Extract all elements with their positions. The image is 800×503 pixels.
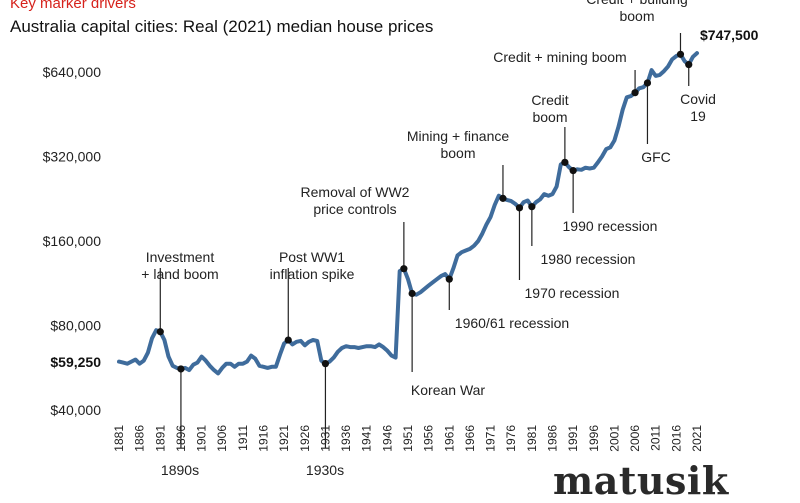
x-tick-label: 1971 [484, 425, 498, 452]
x-tick-label: 1921 [277, 425, 291, 452]
x-tick-label: 1966 [463, 425, 477, 452]
marker-point [400, 265, 408, 273]
x-tick-label: 1951 [401, 425, 415, 452]
marker-point [499, 194, 507, 202]
marker-point [569, 167, 577, 175]
x-tick-label: 1911 [236, 425, 250, 451]
annotation-label: 1890s [161, 462, 199, 478]
annotation-label: 1980 recession [541, 251, 636, 267]
annotation-label: 1970 recession [525, 285, 620, 301]
chart-title: Australia capital cities: Real (2021) me… [10, 17, 434, 36]
marker-point [177, 365, 185, 373]
x-tick-label: 1961 [442, 425, 456, 452]
marker-point [515, 204, 524, 212]
chart-subtitle: Key marker drivers [10, 0, 136, 12]
marker-point [528, 203, 536, 211]
marker-point [321, 360, 330, 368]
annotation-label: Investment + land boom [141, 249, 218, 282]
x-tick-label: 1981 [525, 425, 539, 452]
x-tick-label: 1991 [566, 425, 580, 452]
marker-point [445, 275, 453, 283]
x-tick-label: 1936 [339, 425, 353, 452]
marker-point [631, 89, 639, 97]
y-tick-label: $640,000 [43, 64, 102, 80]
end-value-label: $747,500 [700, 27, 759, 43]
annotation-label: Removal of WW2 price controls [301, 184, 410, 217]
y-tick-label: $160,000 [43, 233, 102, 249]
price-line [117, 51, 699, 376]
annotation-label: 1930s [306, 462, 344, 478]
marker-point [156, 328, 164, 336]
x-tick-label: 1881 [112, 425, 126, 452]
x-tick-label: 1976 [504, 425, 518, 452]
marker-point [408, 289, 416, 298]
markers [156, 50, 693, 373]
series [117, 51, 699, 376]
x-tick-label: 1901 [195, 425, 209, 452]
x-tick-label: 1941 [360, 425, 374, 452]
marker-point [643, 79, 652, 87]
x-tick-label: 1916 [257, 425, 271, 452]
brand-logo: matusik [553, 458, 729, 503]
marker-point [676, 50, 685, 58]
annotation-label: 1960/61 recession [455, 315, 569, 331]
annotation-label: Post WW1 inflation spike [270, 249, 355, 282]
x-tick-label: 1956 [422, 425, 436, 452]
y-tick-label: $320,000 [43, 149, 102, 165]
marker-point [561, 158, 569, 166]
annotation-label: Credit + buildingboom [586, 0, 688, 24]
annotation-label: Mining + finance boom [407, 128, 510, 161]
x-tick-label: 1926 [298, 425, 312, 452]
annotation-label: Credit boom [531, 92, 568, 125]
annotation-label: Covid 19 [680, 91, 716, 124]
y-axis: $40,000 $80,000 $160,000 $320,000 $640,000 [43, 64, 102, 418]
annotations: Investment + land boom 1890s Post WW1 inflat… [141, 0, 716, 478]
x-axis: 1881 1886 1891 1896 1901 1906 1911 1916 1921 1926… [112, 425, 704, 452]
annotation-label: Korean War [411, 382, 486, 398]
x-tick-label: 2016 [669, 425, 683, 452]
x-tick-label: 2001 [607, 425, 621, 452]
x-tick-label: 1946 [380, 425, 394, 452]
x-tick-label: 1891 [153, 425, 167, 452]
x-tick-label: 1906 [215, 425, 229, 452]
y-tick-label: $80,000 [50, 318, 101, 334]
x-tick-label: 2006 [628, 425, 642, 452]
y-tick-label: $40,000 [50, 402, 101, 418]
x-tick-label: 2021 [690, 425, 704, 452]
x-tick-label: 2011 [649, 425, 663, 451]
marker-point [685, 61, 693, 69]
annotation-label: Credit + mining boom [493, 49, 626, 65]
x-tick-label: 1996 [587, 425, 601, 452]
annotation-label: 1990 recession [563, 218, 658, 234]
annotation-label: GFC [641, 149, 671, 165]
value-labels: $59,250 $747,500 [50, 27, 758, 370]
start-value-label: $59,250 [50, 354, 101, 370]
x-tick-label: 1986 [546, 425, 560, 452]
x-tick-label: 1886 [133, 425, 147, 452]
marker-point [284, 336, 292, 344]
